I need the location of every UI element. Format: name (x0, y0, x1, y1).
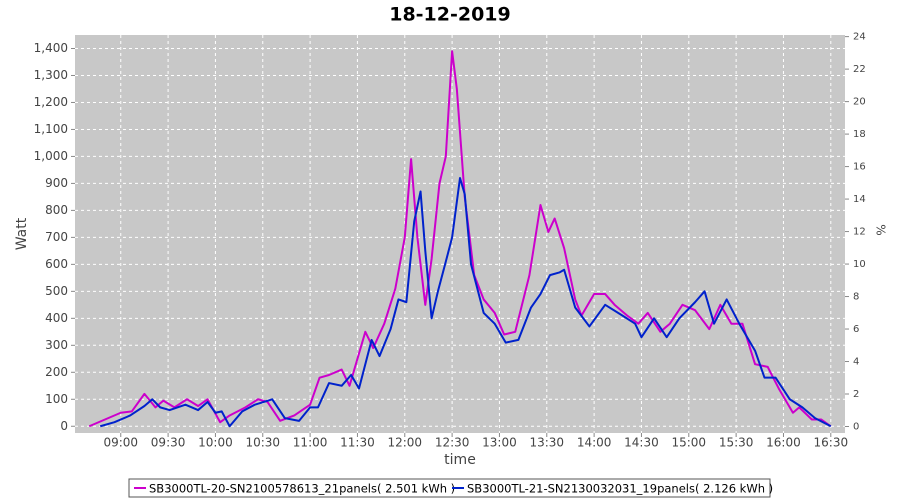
legend-label: SB3000TL-20-SN2100578613_21panels( 2.501… (149, 482, 455, 496)
y-tick-label: 1,000 (34, 149, 68, 163)
y2-tick-label: 6 (853, 324, 859, 335)
y-tick-label: 1,300 (34, 68, 68, 82)
y2-tick-label: 16 (853, 162, 866, 173)
y-tick-label: 700 (45, 230, 68, 244)
y2-tick-label: 18 (853, 129, 866, 140)
x-tick-label: 14:00 (577, 436, 612, 450)
plot-area (75, 35, 845, 433)
line-series (99, 177, 832, 428)
y2-tick-label: 12 (853, 227, 866, 238)
y-tick-label: 900 (45, 176, 68, 190)
y-tick-label: 1,200 (34, 95, 68, 109)
x-tick-label: 12:30 (435, 436, 470, 450)
y2-tick-label: 20 (853, 97, 866, 108)
x-tick-label: 12:00 (387, 436, 422, 450)
x-tick-label: 11:00 (293, 436, 328, 450)
y-tick-label: 1,400 (34, 41, 68, 55)
y-tick-label: 600 (45, 257, 68, 271)
y2-tick-label: 10 (853, 259, 866, 270)
y-tick-label: 400 (45, 311, 68, 325)
x-tick-label: 14:30 (624, 436, 659, 450)
y-tick-label: 1,100 (34, 122, 68, 136)
line-series (88, 50, 832, 428)
y2-tick-label: 24 (853, 32, 866, 43)
x-tick-label: 15:30 (719, 436, 754, 450)
x-tick-label: 15:00 (671, 436, 706, 450)
x-tick-label: 16:00 (766, 436, 801, 450)
x-tick-label: 13:00 (482, 436, 517, 450)
y2-tick-label: 14 (853, 194, 866, 205)
y-tick-label: 100 (45, 392, 68, 406)
y2-tick-label: 4 (853, 357, 859, 368)
y2-tick-label: 2 (853, 389, 859, 400)
y-tick-label: 200 (45, 365, 68, 379)
legend-label: SB3000TL-21-SN2130032031_19panels( 2.126… (467, 482, 773, 496)
x-tick-label: 10:30 (245, 436, 280, 450)
x-tick-label: 16:30 (814, 436, 849, 450)
x-axis-label: time (444, 452, 476, 468)
y2-tick-label: 22 (853, 64, 866, 75)
y-tick-label: 300 (45, 338, 68, 352)
x-tick-label: 11:30 (340, 436, 375, 450)
x-tick-label: 09:30 (151, 436, 186, 450)
y2-tick-label: 8 (853, 292, 859, 303)
y-axis-label: Watt (14, 217, 30, 250)
y-tick-label: 500 (45, 284, 68, 298)
chart-title: 18-12-2019 (389, 4, 511, 26)
legend (128, 478, 771, 498)
y2-axis-label: % (874, 224, 888, 235)
x-tick-label: 09:00 (103, 436, 138, 450)
x-tick-label: 10:00 (198, 436, 233, 450)
x-tick-label: 13:30 (529, 436, 564, 450)
y2-tick-label: 0 (853, 422, 859, 433)
y-tick-label: 800 (45, 203, 68, 217)
y-tick-label: 0 (60, 419, 68, 433)
